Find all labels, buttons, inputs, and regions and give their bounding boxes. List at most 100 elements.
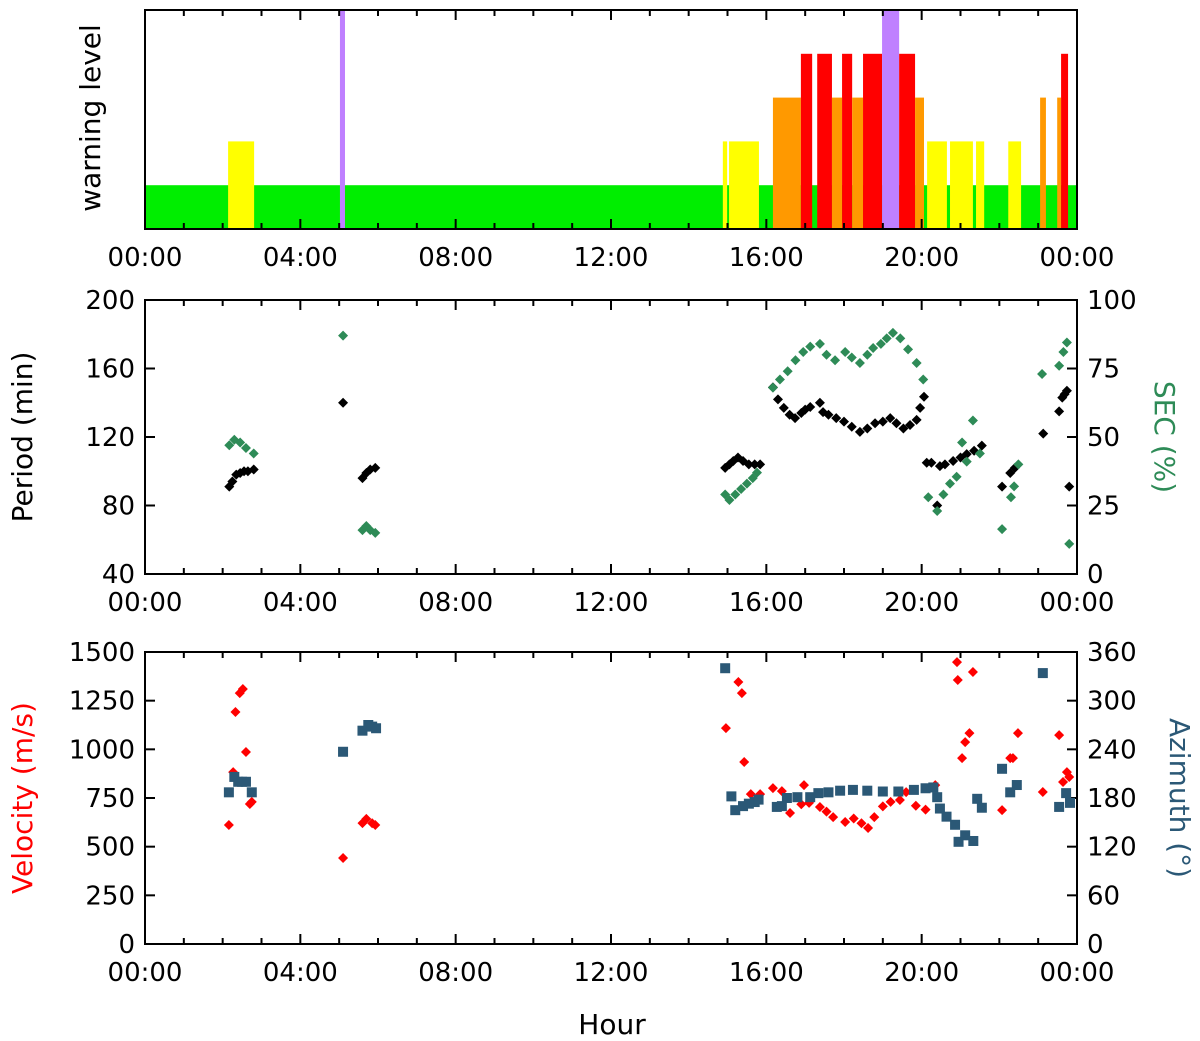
data-point-right xyxy=(246,787,257,798)
data-point-left xyxy=(370,462,381,473)
data-point-right xyxy=(338,746,349,757)
warning-bar xyxy=(842,53,853,229)
data-point-right xyxy=(895,333,906,344)
data-point-left xyxy=(869,812,880,823)
data-point-right xyxy=(903,344,914,355)
data-point-left xyxy=(785,807,796,818)
data-point-left xyxy=(1064,481,1075,492)
warning-bar xyxy=(772,97,801,229)
y-tick-label: 250 xyxy=(85,881,135,911)
data-point-left xyxy=(1064,771,1075,782)
y-tick-right-label: 360 xyxy=(1087,638,1137,668)
data-point-left xyxy=(1061,385,1072,396)
data-point-right xyxy=(961,456,972,467)
data-point-right xyxy=(918,374,929,385)
data-point-right xyxy=(371,723,382,734)
y-tick-label: 1000 xyxy=(69,735,135,765)
warning-bar xyxy=(800,53,813,229)
data-point-right xyxy=(726,791,737,802)
data-point-left xyxy=(905,420,916,431)
data-point-right xyxy=(736,484,747,495)
warning-bar xyxy=(339,10,345,229)
data-point-left xyxy=(361,813,372,824)
data-point-right xyxy=(814,338,825,349)
data-point-right xyxy=(223,787,234,798)
y-tick-right-label: 300 xyxy=(1087,687,1137,717)
x-tick-label: 16:00 xyxy=(729,588,804,618)
data-point-left xyxy=(1054,406,1065,417)
data-point-left xyxy=(745,789,756,800)
warning-bar xyxy=(863,53,883,229)
data-point-left xyxy=(877,416,888,427)
data-point-left xyxy=(1012,728,1023,739)
data-point-right xyxy=(805,341,816,352)
warning-bar xyxy=(729,141,759,229)
data-point-right xyxy=(932,505,943,516)
x-tick-label: 12:00 xyxy=(574,958,649,988)
data-point-left xyxy=(910,800,921,811)
data-point-left xyxy=(839,416,849,427)
data-point-right xyxy=(875,338,886,349)
data-point-right xyxy=(967,415,978,426)
data-point-right xyxy=(972,793,983,804)
data-point-right xyxy=(941,811,952,822)
data-point-right xyxy=(240,776,251,787)
data-point-left xyxy=(749,459,760,470)
y-tick-label: 40 xyxy=(102,560,135,590)
y-tick-right-label: 240 xyxy=(1087,735,1137,765)
data-point-left xyxy=(1007,753,1018,764)
warning-bar xyxy=(722,141,728,229)
data-point-left xyxy=(948,455,959,466)
data-point-right xyxy=(1005,492,1016,503)
data-point-left xyxy=(237,683,248,694)
data-point-left xyxy=(967,667,978,678)
data-point-left xyxy=(997,805,1008,816)
data-point-right xyxy=(821,349,832,360)
data-point-right xyxy=(753,794,764,805)
data-point-right xyxy=(1037,668,1048,679)
data-point-left xyxy=(823,409,834,420)
data-point-left xyxy=(918,391,929,402)
data-point-left xyxy=(854,426,865,437)
y-tick-label: 1500 xyxy=(69,638,135,668)
data-point-left xyxy=(805,402,816,413)
data-point-left xyxy=(863,822,874,833)
data-point-right xyxy=(1054,801,1065,812)
data-point-right xyxy=(743,798,754,809)
x-tick-label: 12:00 xyxy=(574,243,649,273)
data-point-left xyxy=(248,464,259,475)
data-point-left xyxy=(920,804,931,815)
data-point-left xyxy=(743,459,754,470)
x-tick-label: 04:00 xyxy=(263,588,338,618)
warning-bar xyxy=(1008,141,1022,229)
y-tick-label: 1250 xyxy=(69,687,135,717)
data-point-right xyxy=(945,478,956,489)
data-point-left xyxy=(848,813,859,824)
data-point-left xyxy=(894,794,905,805)
data-point-right xyxy=(338,330,349,341)
y-tick-label: 80 xyxy=(102,492,135,522)
data-point-right xyxy=(1009,481,1020,492)
data-point-left xyxy=(976,440,987,451)
x-tick-label: 04:00 xyxy=(263,958,338,988)
data-point-left xyxy=(926,457,937,468)
x-tick-label: 20:00 xyxy=(884,243,959,273)
y-tick-right-label: 0 xyxy=(1087,560,1104,590)
y-tick-right-label: 180 xyxy=(1087,784,1137,814)
data-point-right xyxy=(957,437,968,448)
data-point-left xyxy=(230,706,241,717)
data-point-right xyxy=(868,342,879,353)
data-point-left xyxy=(814,397,825,408)
data-point-right xyxy=(798,347,809,358)
data-point-left xyxy=(338,397,349,408)
data-point-left xyxy=(790,413,801,424)
warning-bar xyxy=(228,141,255,229)
data-point-left xyxy=(246,796,257,807)
y-tick-right-label: 60 xyxy=(1087,881,1120,911)
x-tick-label: 00:00 xyxy=(108,588,183,618)
data-point-right xyxy=(881,333,892,344)
data-point-right xyxy=(951,471,962,482)
x-axis-label: Hour xyxy=(578,1008,646,1041)
data-point-right xyxy=(846,352,857,363)
x-tick-label: 12:00 xyxy=(574,588,649,618)
